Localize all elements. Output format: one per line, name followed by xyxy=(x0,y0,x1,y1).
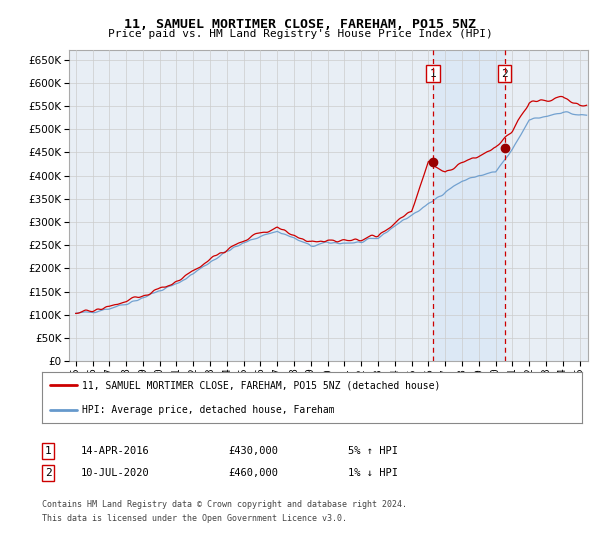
Text: 1: 1 xyxy=(44,446,52,456)
Text: Price paid vs. HM Land Registry's House Price Index (HPI): Price paid vs. HM Land Registry's House … xyxy=(107,29,493,39)
Text: This data is licensed under the Open Government Licence v3.0.: This data is licensed under the Open Gov… xyxy=(42,514,347,523)
Text: 11, SAMUEL MORTIMER CLOSE, FAREHAM, PO15 5NZ: 11, SAMUEL MORTIMER CLOSE, FAREHAM, PO15… xyxy=(124,18,476,31)
Text: 1: 1 xyxy=(430,68,437,78)
Text: 5% ↑ HPI: 5% ↑ HPI xyxy=(348,446,398,456)
Text: £460,000: £460,000 xyxy=(228,468,278,478)
Text: £430,000: £430,000 xyxy=(228,446,278,456)
Text: 2: 2 xyxy=(44,468,52,478)
Text: 2: 2 xyxy=(501,68,508,78)
Bar xyxy=(433,50,505,361)
Text: 10-JUL-2020: 10-JUL-2020 xyxy=(81,468,150,478)
Text: 14-APR-2016: 14-APR-2016 xyxy=(81,446,150,456)
Text: Contains HM Land Registry data © Crown copyright and database right 2024.: Contains HM Land Registry data © Crown c… xyxy=(42,500,407,508)
Text: 11, SAMUEL MORTIMER CLOSE, FAREHAM, PO15 5NZ (detached house): 11, SAMUEL MORTIMER CLOSE, FAREHAM, PO15… xyxy=(83,380,441,390)
Text: 1% ↓ HPI: 1% ↓ HPI xyxy=(348,468,398,478)
Text: HPI: Average price, detached house, Fareham: HPI: Average price, detached house, Fare… xyxy=(83,405,335,415)
